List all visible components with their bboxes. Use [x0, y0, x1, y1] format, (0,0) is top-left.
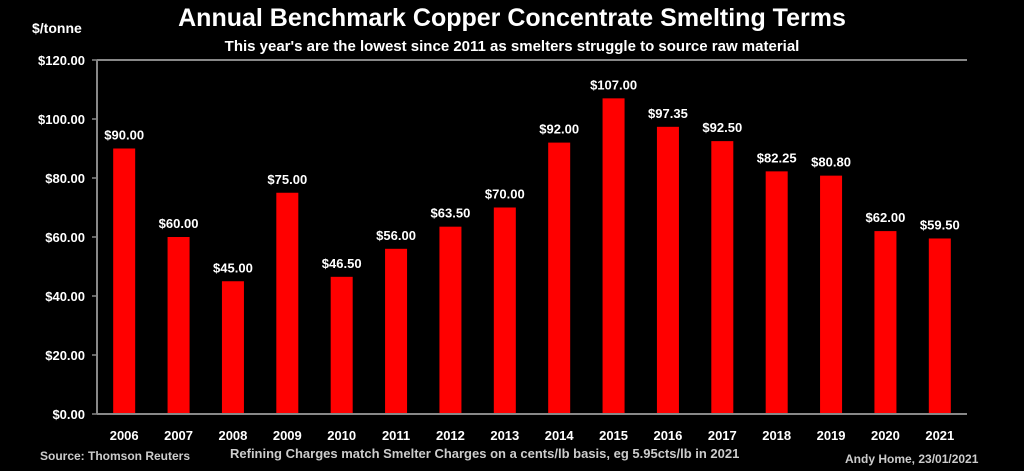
data-label: $92.50	[702, 120, 742, 135]
x-tick-label: 2020	[871, 428, 900, 443]
data-label: $46.50	[322, 256, 362, 271]
x-tick-label: 2011	[382, 428, 410, 443]
x-tick-label: 2015	[599, 428, 628, 443]
data-label: $82.25	[757, 150, 797, 165]
bar-2020	[874, 231, 897, 414]
bar-2012	[439, 226, 462, 414]
bar-2006	[113, 148, 136, 414]
data-label: $107.00	[590, 77, 637, 92]
x-tick-label: 2021	[925, 428, 954, 443]
y-tick-label: $60.00	[45, 230, 85, 245]
x-tick-label: 2010	[327, 428, 356, 443]
x-tick-label: 2014	[545, 428, 575, 443]
data-label: $80.80	[811, 155, 851, 170]
data-label: $56.00	[376, 228, 416, 243]
x-tick-label: 2013	[490, 428, 519, 443]
y-tick-label: $0.00	[52, 407, 85, 422]
x-tick-label: 2017	[708, 428, 737, 443]
data-label: $97.35	[648, 106, 688, 121]
y-tick-label: $120.00	[38, 53, 85, 68]
bar-2008	[221, 281, 244, 414]
bar-2019	[820, 175, 843, 414]
bar-2007	[167, 237, 190, 414]
bar-2009	[276, 192, 299, 414]
x-tick-label: 2018	[762, 428, 791, 443]
data-label: $62.00	[866, 210, 906, 225]
x-tick-label: 2012	[436, 428, 465, 443]
chart-subtitle: This year's are the lowest since 2011 as…	[224, 38, 800, 55]
data-label: $63.50	[431, 206, 471, 221]
x-tick-label: 2008	[218, 428, 247, 443]
x-tick-label: 2019	[817, 428, 846, 443]
data-label: $60.00	[159, 216, 199, 231]
credit: Andy Home, 23/01/2021	[845, 452, 979, 466]
bar-2021	[928, 238, 951, 414]
x-tick-label: 2007	[164, 428, 193, 443]
footnote: Refining Charges match Smelter Charges o…	[230, 446, 740, 461]
bar-2010	[330, 276, 353, 414]
y-axis-label: $/tonne	[32, 20, 82, 36]
y-tick-label: $20.00	[45, 348, 85, 363]
bar-2015	[602, 98, 625, 414]
bar-2016	[656, 126, 679, 414]
data-label: $59.50	[920, 217, 960, 232]
y-tick-label: $40.00	[45, 289, 85, 304]
x-tick-label: 2016	[653, 428, 682, 443]
x-tick-label: 2006	[110, 428, 139, 443]
data-label: $92.00	[539, 122, 579, 137]
data-label: $70.00	[485, 187, 525, 202]
source-note: Source: Thomson Reuters	[40, 449, 191, 463]
bar-2018	[765, 171, 788, 414]
bar-2017	[711, 141, 734, 414]
y-tick-label: $100.00	[38, 112, 85, 127]
data-label: $45.00	[213, 260, 253, 275]
data-label: $90.00	[104, 128, 144, 143]
data-label: $75.00	[267, 172, 307, 187]
bar-2011	[385, 248, 408, 414]
bar-2014	[548, 142, 571, 414]
x-tick-label: 2009	[273, 428, 302, 443]
bar-2013	[493, 207, 516, 414]
chart-title: Annual Benchmark Copper Concentrate Smel…	[178, 4, 846, 32]
y-tick-label: $80.00	[45, 171, 85, 186]
